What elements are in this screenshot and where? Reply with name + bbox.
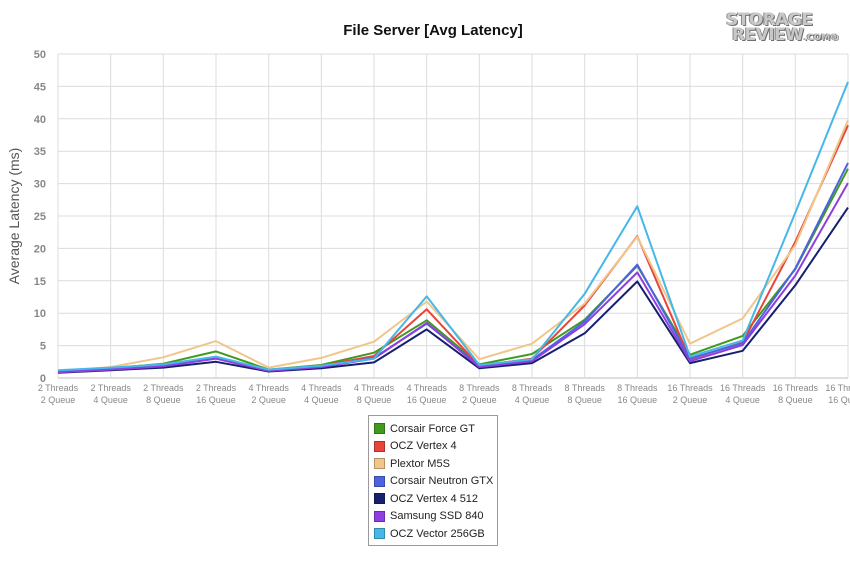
legend-label: Plextor M5S — [390, 457, 450, 470]
x-tick-label-line1: 16 Threads — [773, 383, 819, 393]
x-tick-label-line2: 16 Queue — [618, 395, 658, 405]
x-tick-label-line1: 8 Threads — [564, 383, 605, 393]
y-tick-label: 20 — [34, 243, 46, 255]
x-tick-label-line1: 16 Threads — [720, 383, 766, 393]
x-tick-label-line1: 8 Threads — [617, 383, 658, 393]
x-tick-label-line2: 4 Queue — [93, 395, 128, 405]
logo-text-line1: STORAGE — [726, 10, 813, 30]
x-tick-label-line2: 4 Queue — [304, 395, 339, 405]
legend-item: Corsair Force GT — [374, 420, 497, 438]
y-tick-label: 30 — [34, 179, 46, 191]
y-tick-label: 5 — [40, 341, 46, 353]
x-tick-label-line2: 2 Queue — [251, 395, 286, 405]
legend-label: OCZ Vertex 4 — [390, 440, 457, 453]
legend-swatch — [374, 510, 385, 522]
x-tick-labels: 2 Threads 2 Queue 2 Threads 4 Queue 2 Thread… — [38, 383, 850, 405]
y-tick-label: 0 — [40, 373, 46, 385]
series-line-samsung-ssd-840 — [57, 182, 849, 374]
legend-item: Samsung SSD 840 — [374, 508, 497, 526]
x-tick-label-line1: 16 Threads — [667, 383, 713, 393]
legend-item: Plextor M5S — [374, 455, 497, 473]
x-tick-label-line1: 2 Threads — [196, 383, 237, 393]
storagereview-logo: STORAGE REVIEW.COM® — [726, 10, 839, 46]
legend-item: OCZ Vertex 4 — [374, 438, 497, 456]
legend-label: Samsung SSD 840 — [390, 510, 484, 523]
x-tick-label-line2: 8 Queue — [567, 395, 602, 405]
y-tick-label: 35 — [34, 146, 46, 158]
legend-label: OCZ Vector 256GB — [390, 527, 485, 540]
series-line-corsair-force-gt — [57, 168, 849, 373]
logo-text-review: REVIEW — [732, 25, 804, 45]
x-tick-label-line2: 4 Queue — [725, 395, 760, 405]
x-tick-label-line2: 16 Queue — [407, 395, 447, 405]
legend-swatch — [374, 423, 385, 435]
x-tick-label-line2: 8 Queue — [357, 395, 392, 405]
y-axis-title: Average Latency (ms) — [6, 148, 22, 285]
x-tick-label-line1: 16 Threads — [825, 383, 850, 393]
x-tick-label-line1: 4 Threads — [301, 383, 342, 393]
y-tick-label: 50 — [34, 49, 46, 61]
series-line-ocz-vertex-4-512 — [57, 207, 849, 374]
x-tick-label-line2: 2 Queue — [462, 395, 497, 405]
legend-item: OCZ Vertex 4 512 — [374, 490, 497, 508]
y-tick-label: 45 — [34, 81, 46, 93]
legend-label: OCZ Vertex 4 512 — [390, 492, 479, 505]
legend-swatch — [374, 458, 385, 470]
legend-item: Corsair Neutron GTX — [374, 473, 497, 491]
x-tick-label-line1: 4 Threads — [406, 383, 447, 393]
x-tick-label-line1: 8 Threads — [512, 383, 553, 393]
legend-label: Corsair Neutron GTX — [390, 475, 494, 488]
x-tick-label-line2: 8 Queue — [778, 395, 813, 405]
y-tick-label: 40 — [34, 114, 46, 126]
y-tick-label: 25 — [34, 211, 46, 223]
y-tick-labels: 0 5 10 15 20 25 30 35 40 45 50 — [34, 49, 46, 385]
series-line-plextor-m5s — [57, 119, 849, 373]
legend-swatch — [374, 440, 385, 452]
legend-item: OCZ Vector 256GB — [374, 525, 497, 543]
series-line-ocz-vector-256gb — [57, 81, 849, 372]
x-tick-label-line2: 16 Queue — [828, 395, 850, 405]
y-tick-label: 15 — [34, 276, 46, 288]
legend-swatch — [374, 493, 385, 505]
x-tick-label-line1: 2 Threads — [90, 383, 131, 393]
chart-title: File Server [Avg Latency] — [343, 22, 523, 39]
x-tick-label-line2: 4 Queue — [515, 395, 550, 405]
x-tick-label-line2: 2 Queue — [673, 395, 708, 405]
x-tick-label-line1: 4 Threads — [248, 383, 289, 393]
x-tick-label-line1: 4 Threads — [354, 383, 395, 393]
x-tick-label-line2: 8 Queue — [146, 395, 181, 405]
x-tick-label-line1: 2 Threads — [38, 383, 79, 393]
x-tick-label-line2: 2 Queue — [41, 395, 76, 405]
legend-label: Corsair Force GT — [390, 422, 475, 435]
chart-legend: Corsair Force GT OCZ Vertex 4 Plextor M5S C… — [368, 415, 498, 546]
legend-swatch — [374, 528, 385, 540]
x-tick-label-line2: 16 Queue — [196, 395, 236, 405]
y-tick-label: 10 — [34, 308, 46, 320]
legend-swatch — [374, 475, 385, 487]
series-lines — [57, 81, 849, 374]
x-tick-label-line1: 8 Threads — [459, 383, 500, 393]
logo-text-suffix: .COM® — [803, 33, 840, 43]
logo-text-line2: REVIEW.COM® — [732, 25, 839, 45]
x-tick-label-line1: 2 Threads — [143, 383, 184, 393]
